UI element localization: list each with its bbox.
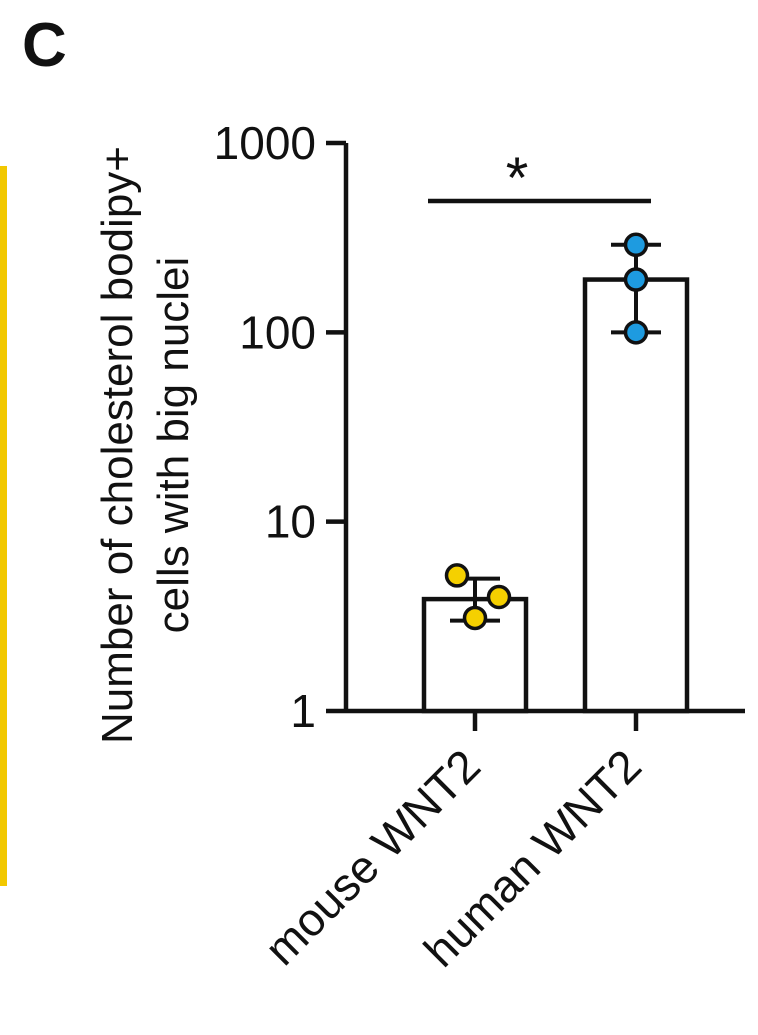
- y-tick-label: 1: [290, 685, 316, 737]
- data-point: [623, 267, 649, 292]
- panel-label: C: [22, 11, 67, 80]
- y-axis-label: Number of cholesterol bodipy+ cells with…: [93, 146, 198, 744]
- significance-star: *: [506, 146, 529, 211]
- data-point: [623, 320, 649, 345]
- data-point: [623, 232, 649, 258]
- data-point: [486, 584, 512, 610]
- data-point: [444, 563, 470, 588]
- data-point: [462, 605, 488, 631]
- y-axis-label-line-2: cells with big nuclei: [149, 257, 198, 634]
- y-tick-label: 10: [265, 496, 316, 548]
- left-rule: [0, 166, 7, 886]
- y-tick-label: 1000: [214, 117, 316, 169]
- y-axis-label-line-1: Number of cholesterol bodipy+: [93, 146, 142, 744]
- y-tick-label: 100: [239, 306, 316, 358]
